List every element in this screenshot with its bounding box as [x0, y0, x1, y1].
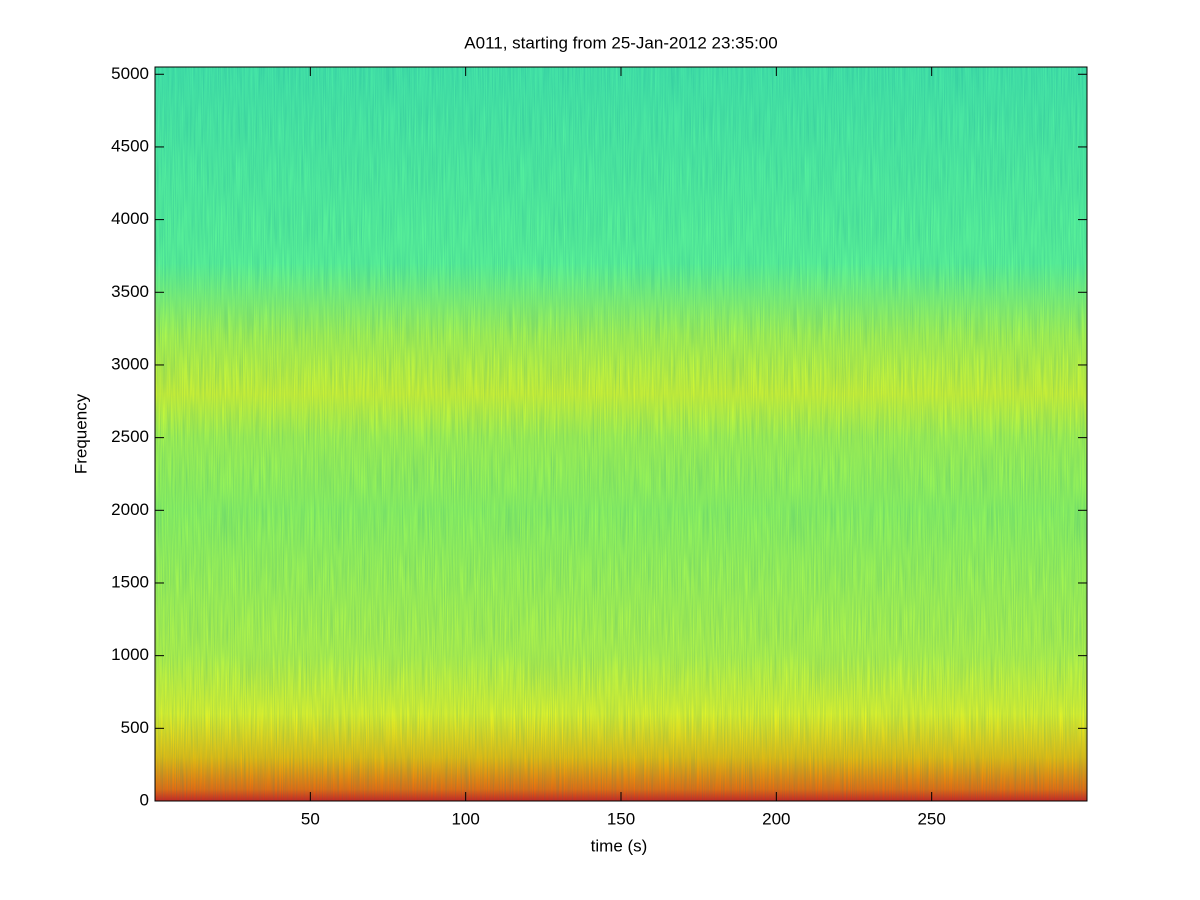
y-tick-label: 1000	[111, 645, 149, 664]
chart-title: A011, starting from 25-Jan-2012 23:35:00	[464, 33, 777, 52]
x-tick-label: 200	[762, 809, 790, 828]
x-tick-label: 100	[451, 809, 479, 828]
y-tick-label: 2500	[111, 427, 149, 446]
x-tick-label: 150	[607, 809, 635, 828]
y-tick-label: 3500	[111, 282, 149, 301]
y-axis-label: Frequency	[71, 393, 90, 474]
y-tick-label: 2000	[111, 500, 149, 519]
x-axis-label: time (s)	[591, 836, 648, 855]
y-tick-label: 0	[140, 790, 149, 809]
y-tick-label: 4500	[111, 136, 149, 155]
y-tick-label: 4000	[111, 209, 149, 228]
y-tick-label: 500	[121, 718, 149, 737]
y-tick-label: 3000	[111, 354, 149, 373]
y-tick-label: 5000	[111, 64, 149, 83]
spectrogram-texture	[155, 67, 1087, 801]
y-tick-label: 1500	[111, 572, 149, 591]
x-tick-label: 50	[301, 809, 320, 828]
x-tick-label: 250	[917, 809, 945, 828]
